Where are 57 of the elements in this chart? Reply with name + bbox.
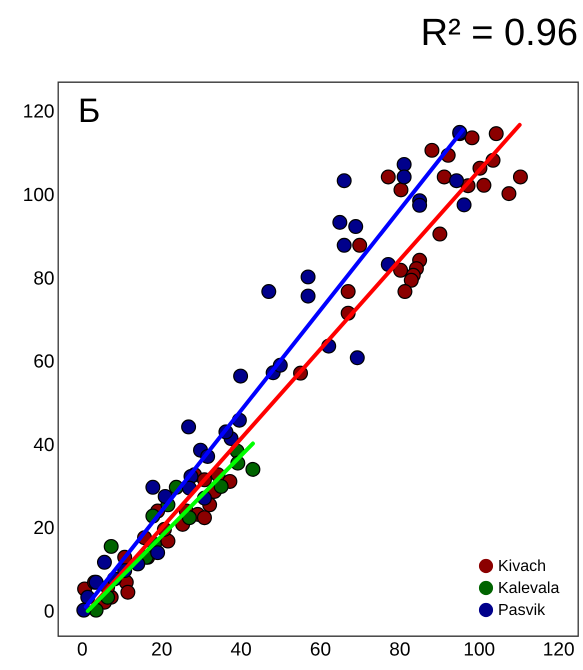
point <box>300 288 316 304</box>
point <box>456 197 472 212</box>
legend-label: Kivach <box>498 558 546 575</box>
point <box>396 169 412 184</box>
x-tick-label: 80 <box>389 640 410 660</box>
point <box>233 368 248 384</box>
x-tick-label: 0 <box>77 640 88 660</box>
point <box>396 156 412 172</box>
point <box>145 480 160 495</box>
point <box>397 284 412 299</box>
x-tick-label: 40 <box>230 640 252 660</box>
point <box>340 284 356 299</box>
point <box>393 262 408 278</box>
point <box>348 219 364 234</box>
point <box>380 169 396 184</box>
x-tick-label: 100 <box>463 640 496 660</box>
point <box>488 126 504 142</box>
legend-label: Kalevala <box>498 580 560 597</box>
point <box>352 238 368 253</box>
point <box>196 510 212 526</box>
x-tick-label: 60 <box>310 640 332 660</box>
point <box>501 186 516 202</box>
point <box>350 350 365 366</box>
point <box>404 272 419 288</box>
point <box>424 142 440 158</box>
point <box>104 538 119 554</box>
x-tick-label: 120 <box>542 640 575 660</box>
point <box>336 238 352 253</box>
x-tick-label: 20 <box>151 640 172 660</box>
point <box>476 178 492 193</box>
annotation: Б <box>78 92 100 130</box>
point <box>120 584 136 600</box>
point <box>449 173 464 188</box>
text: R² = 0.96 <box>420 12 578 54</box>
point <box>332 214 348 230</box>
point <box>512 169 528 184</box>
legend-label: Pasvik <box>498 602 546 619</box>
y-tick-label: 120 <box>22 102 54 123</box>
y-tick-label: 0 <box>44 602 54 623</box>
point <box>336 173 352 188</box>
point <box>464 130 480 146</box>
point <box>245 462 260 477</box>
y-tick-label: 100 <box>22 184 54 206</box>
y-tick-label: 80 <box>33 268 54 290</box>
point <box>436 169 452 184</box>
y-tick-label: 20 <box>33 518 54 540</box>
point <box>96 554 112 570</box>
point <box>181 419 196 434</box>
y-tick-label: 60 <box>33 352 54 373</box>
y-tick-label: 40 <box>33 434 54 456</box>
point <box>432 226 448 242</box>
point <box>214 478 229 494</box>
point <box>412 198 428 213</box>
point <box>261 284 276 299</box>
point <box>300 269 316 284</box>
point <box>393 182 408 198</box>
point <box>150 545 166 560</box>
